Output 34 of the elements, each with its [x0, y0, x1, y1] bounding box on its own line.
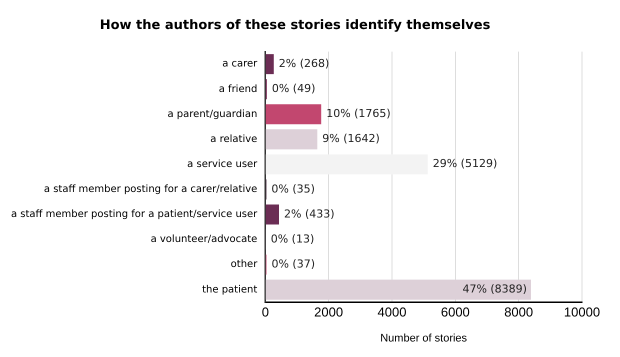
data-label: 0% (13) [270, 232, 314, 246]
data-label: 0% (49) [272, 82, 316, 96]
x-axis-title: Number of stories [380, 332, 468, 344]
bar [266, 54, 274, 74]
data-label: 2% (268) [278, 56, 330, 70]
y-tick-label: a volunteer/advocate [150, 234, 258, 246]
y-tick-label: a relative [210, 134, 258, 145]
bar [266, 129, 318, 150]
x-tick-label: 10000 [564, 304, 600, 320]
y-tick-label: a service user [187, 158, 258, 170]
y-tick-label: a friend [218, 84, 258, 95]
x-tick-label: 8000 [504, 304, 534, 320]
y-tick-label: a staff member posting for a carer/relative [44, 184, 258, 196]
x-tick-label: 0 [262, 304, 269, 320]
data-label: 0% (37) [271, 257, 315, 270]
y-tick-label: a parent/guardian [168, 108, 258, 120]
bar [266, 104, 322, 124]
data-label: 2% (433) [284, 207, 335, 220]
data-label: 10% (1765) [326, 107, 391, 120]
x-tick-label: 4000 [378, 304, 406, 320]
y-tick-label: other [230, 259, 258, 270]
bar [266, 280, 531, 300]
x-tick-label: 6000 [440, 304, 470, 320]
data-label: 47% (8389) [462, 282, 527, 296]
y-tick-label: the patient [202, 284, 258, 296]
bar [266, 204, 280, 225]
chart-title: How the authors of these stories identify themselves [100, 18, 491, 34]
y-tick-label: a staff member posting for a patient/service user [10, 209, 258, 220]
data-label: 9% (1642) [322, 132, 380, 146]
bar [266, 154, 428, 174]
y-tick-label: a carer [222, 58, 258, 70]
data-label: 0% (35) [271, 182, 315, 196]
data-label: 29% (5129) [432, 157, 498, 170]
x-tick-label: 2000 [314, 304, 344, 320]
